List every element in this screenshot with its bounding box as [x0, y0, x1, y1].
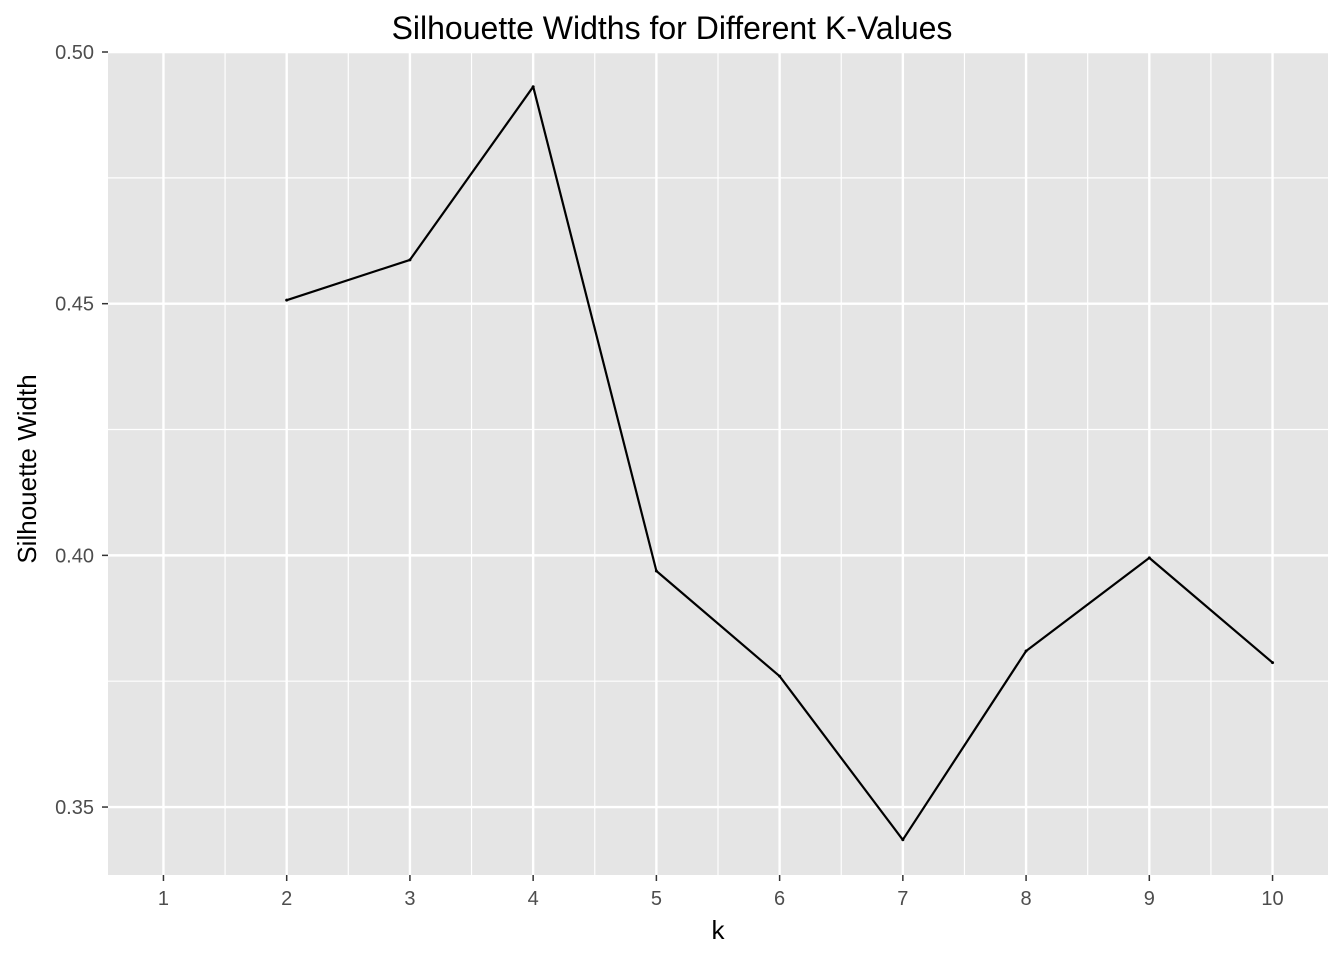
tick-labels: 1 2 3 4 5 6 7 8 9 10 0.35 0.40 0.45 0.50	[55, 42, 1284, 910]
data-point	[1024, 649, 1028, 653]
minor-gridlines	[108, 52, 1328, 875]
data-point	[531, 85, 535, 89]
x-tick-label: 7	[897, 888, 908, 910]
x-tick-label: 3	[404, 888, 415, 910]
y-tick-label: 0.35	[55, 797, 94, 819]
chart-title: Silhouette Widths for Different K-Values	[392, 10, 953, 46]
data-point	[408, 258, 412, 262]
axis-ticks	[102, 51, 1274, 881]
x-tick-label: 1	[158, 888, 169, 910]
y-tick-label: 0.40	[55, 545, 94, 567]
y-tick-label: 0.50	[55, 42, 94, 64]
y-axis-title: Silhouette Width	[12, 374, 42, 563]
major-gridlines	[108, 50, 1328, 875]
data-point	[901, 838, 905, 842]
x-tick-label: 5	[651, 888, 662, 910]
data-point	[778, 674, 782, 678]
x-tick-label: 9	[1144, 888, 1155, 910]
x-tick-label: 10	[1261, 888, 1283, 910]
x-tick-label: 2	[281, 888, 292, 910]
x-tick-label: 8	[1021, 888, 1032, 910]
data-point	[1147, 556, 1151, 560]
series-layer	[285, 85, 1275, 842]
data-point	[1271, 661, 1275, 665]
x-tick-label: 4	[528, 888, 539, 910]
data-point	[285, 298, 289, 302]
data-point	[654, 569, 658, 573]
x-tick-label: 6	[774, 888, 785, 910]
x-axis-title: k	[712, 915, 726, 945]
y-tick-label: 0.45	[55, 294, 94, 316]
